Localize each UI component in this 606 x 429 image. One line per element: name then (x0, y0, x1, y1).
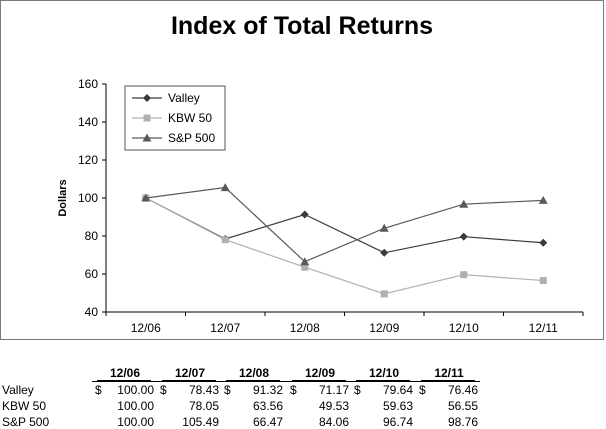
y-axis-label: Dollars (57, 179, 69, 216)
chart-title: Index of Total Returns (171, 12, 433, 40)
data-point-s-p-500 (379, 223, 389, 232)
x-tick-label: 12/10 (449, 321, 479, 335)
x-tick-label: 12/11 (529, 321, 558, 335)
table-cell: 71.17 (318, 383, 349, 397)
table-cell: 105.49 (182, 415, 219, 429)
data-point-valley (300, 210, 309, 219)
currency-symbol: $ (354, 383, 361, 397)
data-point-valley (539, 238, 548, 247)
x-tick-label: 12/06 (131, 321, 161, 335)
currency-symbol: $ (290, 383, 297, 397)
table-cell: 84.06 (318, 415, 349, 429)
series-kbw-50 (142, 194, 547, 298)
table-cell: 100.00 (117, 415, 154, 429)
table-header: 12/06 (109, 366, 141, 380)
data-point-s-p-500 (459, 199, 469, 208)
header-underline (162, 380, 216, 381)
currency-symbol: $ (419, 383, 426, 397)
chart-axes (102, 83, 584, 316)
currency-symbol: $ (160, 383, 167, 397)
data-point-kbw-50 (380, 290, 388, 298)
header-rule (92, 381, 480, 382)
series-line-s-p-500 (145, 186, 544, 263)
legend-label: Valley (168, 91, 200, 105)
row-label: KBW 50 (2, 399, 47, 413)
table-cell: 91.32 (252, 383, 283, 397)
table-cell: 56.55 (447, 399, 478, 413)
table-cell: 100.00 (117, 383, 154, 397)
table-header: 12/08 (238, 366, 270, 380)
data-point-s-p-500 (220, 183, 230, 192)
table-header: 12/10 (368, 366, 400, 380)
x-tick-label: 12/08 (290, 321, 320, 335)
y-tick-label: 160 (78, 77, 98, 91)
table-header: 12/09 (304, 366, 336, 380)
tick-labels: 40 60 80 100 120 140 160 12/06 12/07 12/08 12/09 12… (78, 77, 558, 335)
chart-frame (0, 0, 604, 340)
table-header: 12/11 (434, 366, 464, 380)
row-label: S&P 500 (2, 415, 50, 429)
data-point-kbw-50 (221, 236, 229, 244)
row-label: Valley (2, 383, 34, 397)
y-tick-label: 40 (85, 305, 99, 319)
header-underline (292, 380, 346, 381)
legend-label: KBW 50 (168, 111, 212, 125)
data-point-valley (380, 248, 389, 257)
series-lines (141, 183, 548, 298)
line-chart: Index of Total Returns 40 60 80 100 120 140 16… (57, 12, 584, 335)
table-cell: 100.00 (117, 399, 154, 413)
x-tick-label: 12/09 (369, 321, 399, 335)
series-line-kbw-50 (145, 197, 544, 295)
data-point-kbw-50 (301, 263, 309, 271)
table-cell: 98.76 (447, 415, 478, 429)
data-point-kbw-50 (539, 277, 547, 285)
y-tick-label: 80 (85, 229, 99, 243)
table-cell: 79.64 (382, 383, 413, 397)
data-point-s-p-500 (141, 193, 151, 202)
returns-table: 12/06 12/07 12/08 12/09 12/10 12/11 Valley $100… (0, 366, 606, 429)
legend: Valley KBW 50 S&P 500 (124, 85, 226, 151)
y-tick-label: 120 (78, 153, 98, 167)
y-tick-label: 140 (78, 115, 98, 129)
header-underline (97, 380, 151, 381)
y-tick-label: 100 (78, 191, 98, 205)
series-s-p-500 (141, 183, 548, 266)
table-header: 12/07 (174, 366, 206, 380)
table-cell: 76.46 (447, 383, 478, 397)
currency-symbol: $ (224, 383, 231, 397)
table-cell: 78.05 (188, 399, 219, 413)
legend-marker (143, 94, 151, 102)
table-cell: 78.43 (188, 383, 219, 397)
y-tick-label: 60 (85, 267, 99, 281)
table-cell: 49.53 (318, 399, 349, 413)
header-underline (421, 380, 475, 381)
header-underline (226, 380, 280, 381)
table-cell: 96.74 (382, 415, 413, 429)
data-point-kbw-50 (460, 271, 468, 279)
table-cell: 59.63 (382, 399, 413, 413)
legend-marker (142, 133, 152, 142)
data-point-s-p-500 (538, 195, 548, 204)
table-cell: 66.47 (252, 415, 283, 429)
table-cell: 63.56 (252, 399, 283, 413)
data-point-s-p-500 (300, 257, 310, 266)
legend-label: S&P 500 (168, 131, 215, 145)
legend-marker (143, 114, 151, 122)
header-underline (356, 380, 410, 381)
x-tick-label: 12/07 (210, 321, 240, 335)
currency-symbol: $ (95, 383, 102, 397)
data-point-valley (459, 232, 468, 241)
